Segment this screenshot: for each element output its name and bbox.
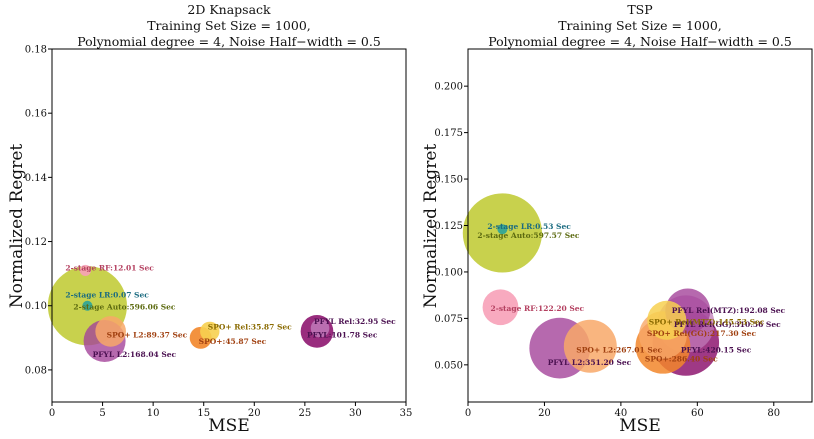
tsp-x-tick-label-1: 20: [538, 408, 551, 419]
tsp-bubble-label-8: PFYL Rel(GG):310.56 Sec: [674, 320, 781, 329]
knapsack-x-tick-label-2: 10: [147, 408, 160, 419]
knapsack-bubble-label-6: SPO+ Rel:35.87 Sec: [208, 322, 292, 331]
tsp-bubble-label-7: PFYL Rel(MTZ):192.08 Sec: [672, 306, 786, 315]
knapsack-title-line-1: 2D Knapsack: [187, 2, 271, 17]
knapsack-bubble-label-3: PFYL L2:168.04 Sec: [93, 350, 177, 359]
knapsack-bubble-labels: 2-stage Auto:596.06 Sec 2-stage RF:12.01 …: [65, 263, 396, 359]
knapsack-bubble-label-7: PFYL:101.78 Sec: [307, 330, 378, 339]
knapsack-bubble-1: [79, 264, 91, 277]
tsp-bubble-label-1: 2-stage LR:0.53 Sec: [487, 222, 571, 231]
knapsack-bubble-4: [95, 316, 126, 347]
knapsack-chart: 2D Knapsack Training Set Size = 1000, Po…: [7, 2, 412, 436]
tsp-x-ticks: 0 20 40 60 80: [465, 402, 780, 419]
knapsack-y-tick-label-3: 0.14: [25, 173, 47, 184]
tsp-bubble-label-3: PFYL L2:351.20 Sec: [548, 358, 632, 367]
knapsack-bubble-2: [82, 300, 93, 311]
tsp-x-tick-label-4: 80: [767, 408, 780, 419]
tsp-x-tick-label-0: 0: [465, 408, 471, 419]
knapsack-x-tick-label-0: 0: [49, 408, 55, 419]
knapsack-x-tick-label-5: 25: [298, 408, 311, 419]
knapsack-plot-frame: [51, 48, 407, 403]
knapsack-x-tick-label-4: 20: [248, 408, 261, 419]
tsp-bubble-4: [563, 319, 617, 373]
knapsack-y-axis-label: Normalized Regret: [7, 144, 27, 309]
knapsack-x-ticks: 0 5 10 15 20 25 30 35: [49, 402, 413, 419]
knapsack-x-axis-label: MSE: [208, 416, 249, 436]
knapsack-bubble-label-0: 2-stage Auto:596.06 Sec: [73, 303, 176, 312]
tsp-bubble-2: [482, 289, 519, 326]
knapsack-x-tick-label-3: 15: [197, 408, 210, 419]
knapsack-x-tick-label-6: 30: [349, 408, 362, 419]
knapsack-y-tick-label-0: 0.08: [25, 365, 47, 376]
tsp-chart: TSP Training Set Size = 1000, Polynomial…: [421, 2, 813, 436]
knapsack-y-tick-label-5: 0.18: [25, 45, 47, 56]
knapsack-title-line-2: Training Set Size = 1000,: [147, 18, 311, 33]
tsp-y-ticks: 0.050 0.075 0.100 0.125 0.150 0.175 0.200: [434, 82, 468, 371]
tsp-bubble-label-5: PFYL:420.15 Sec: [681, 346, 752, 355]
knapsack-x-tick-label-1: 5: [99, 408, 105, 419]
knapsack-title-line-3: Polynomial degree = 4, Noise Half−width …: [77, 34, 381, 49]
tsp-bubble-10: [647, 300, 687, 340]
knapsack-y-tick-label-2: 0.12: [25, 237, 47, 248]
tsp-bubble-label-4: SPO+ L2:267.01 Sec: [576, 345, 662, 354]
knapsack-bubble-label-5: SPO+:45.87 Sec: [199, 337, 267, 346]
tsp-x-axis-label: MSE: [619, 416, 660, 436]
tsp-bubble-label-9: SPO+ Rel(GG):217.30 Sec: [647, 329, 757, 338]
knapsack-bubble-label-8: PFYL Rel:32.95 Sec: [314, 317, 396, 326]
tsp-y-tick-label-3: 0.125: [434, 221, 463, 232]
knapsack-bubble-label-1: 2-stage RF:12.01 Sec: [65, 263, 154, 272]
knapsack-y-tick-label-4: 0.16: [25, 109, 47, 120]
tsp-title-line-2: Training Set Size = 1000,: [558, 18, 722, 33]
tsp-bubble-label-6: SPO+:286.40 Sec: [645, 354, 718, 363]
tsp-bubbles: [462, 193, 720, 379]
knapsack-bubble-8: [310, 318, 330, 338]
tsp-bubble-label-0: 2-stage Auto:597.57 Sec: [477, 231, 580, 240]
tsp-y-tick-label-0: 0.050: [434, 360, 463, 371]
knapsack-bubble-label-2: 2-stage LR:0.07 Sec: [65, 291, 149, 300]
knapsack-bubble-label-4: SPO+ L2:89.37 Sec: [107, 330, 188, 339]
tsp-y-tick-label-4: 0.150: [434, 175, 463, 186]
tsp-bubble-1: [497, 224, 508, 235]
tsp-bubble-label-10: SPO+ Rel(MTZ):145.53 Sec: [649, 317, 765, 326]
tsp-x-tick-label-3: 60: [691, 408, 704, 419]
knapsack-y-tick-label-1: 0.10: [25, 301, 47, 312]
tsp-y-tick-label-6: 0.200: [434, 82, 463, 93]
knapsack-bubbles: [47, 264, 334, 363]
knapsack-x-tick-label-7: 35: [400, 408, 413, 419]
tsp-y-tick-label-2: 0.100: [434, 267, 463, 278]
tsp-y-axis-label: Normalized Regret: [421, 144, 441, 309]
tsp-bubble-label-2: 2-stage RF:122.20 Sec: [490, 304, 584, 313]
tsp-y-tick-label-5: 0.175: [434, 128, 463, 139]
tsp-title-line-1: TSP: [627, 2, 652, 17]
knapsack-y-ticks: 0.08 0.10 0.12 0.14 0.16 0.18: [25, 45, 52, 376]
tsp-title-line-3: Polynomial degree = 4, Noise Half−width …: [488, 34, 792, 49]
tsp-x-tick-label-2: 40: [615, 408, 628, 419]
knapsack-bubble-6: [200, 321, 220, 342]
tsp-y-tick-label-1: 0.075: [434, 314, 463, 325]
